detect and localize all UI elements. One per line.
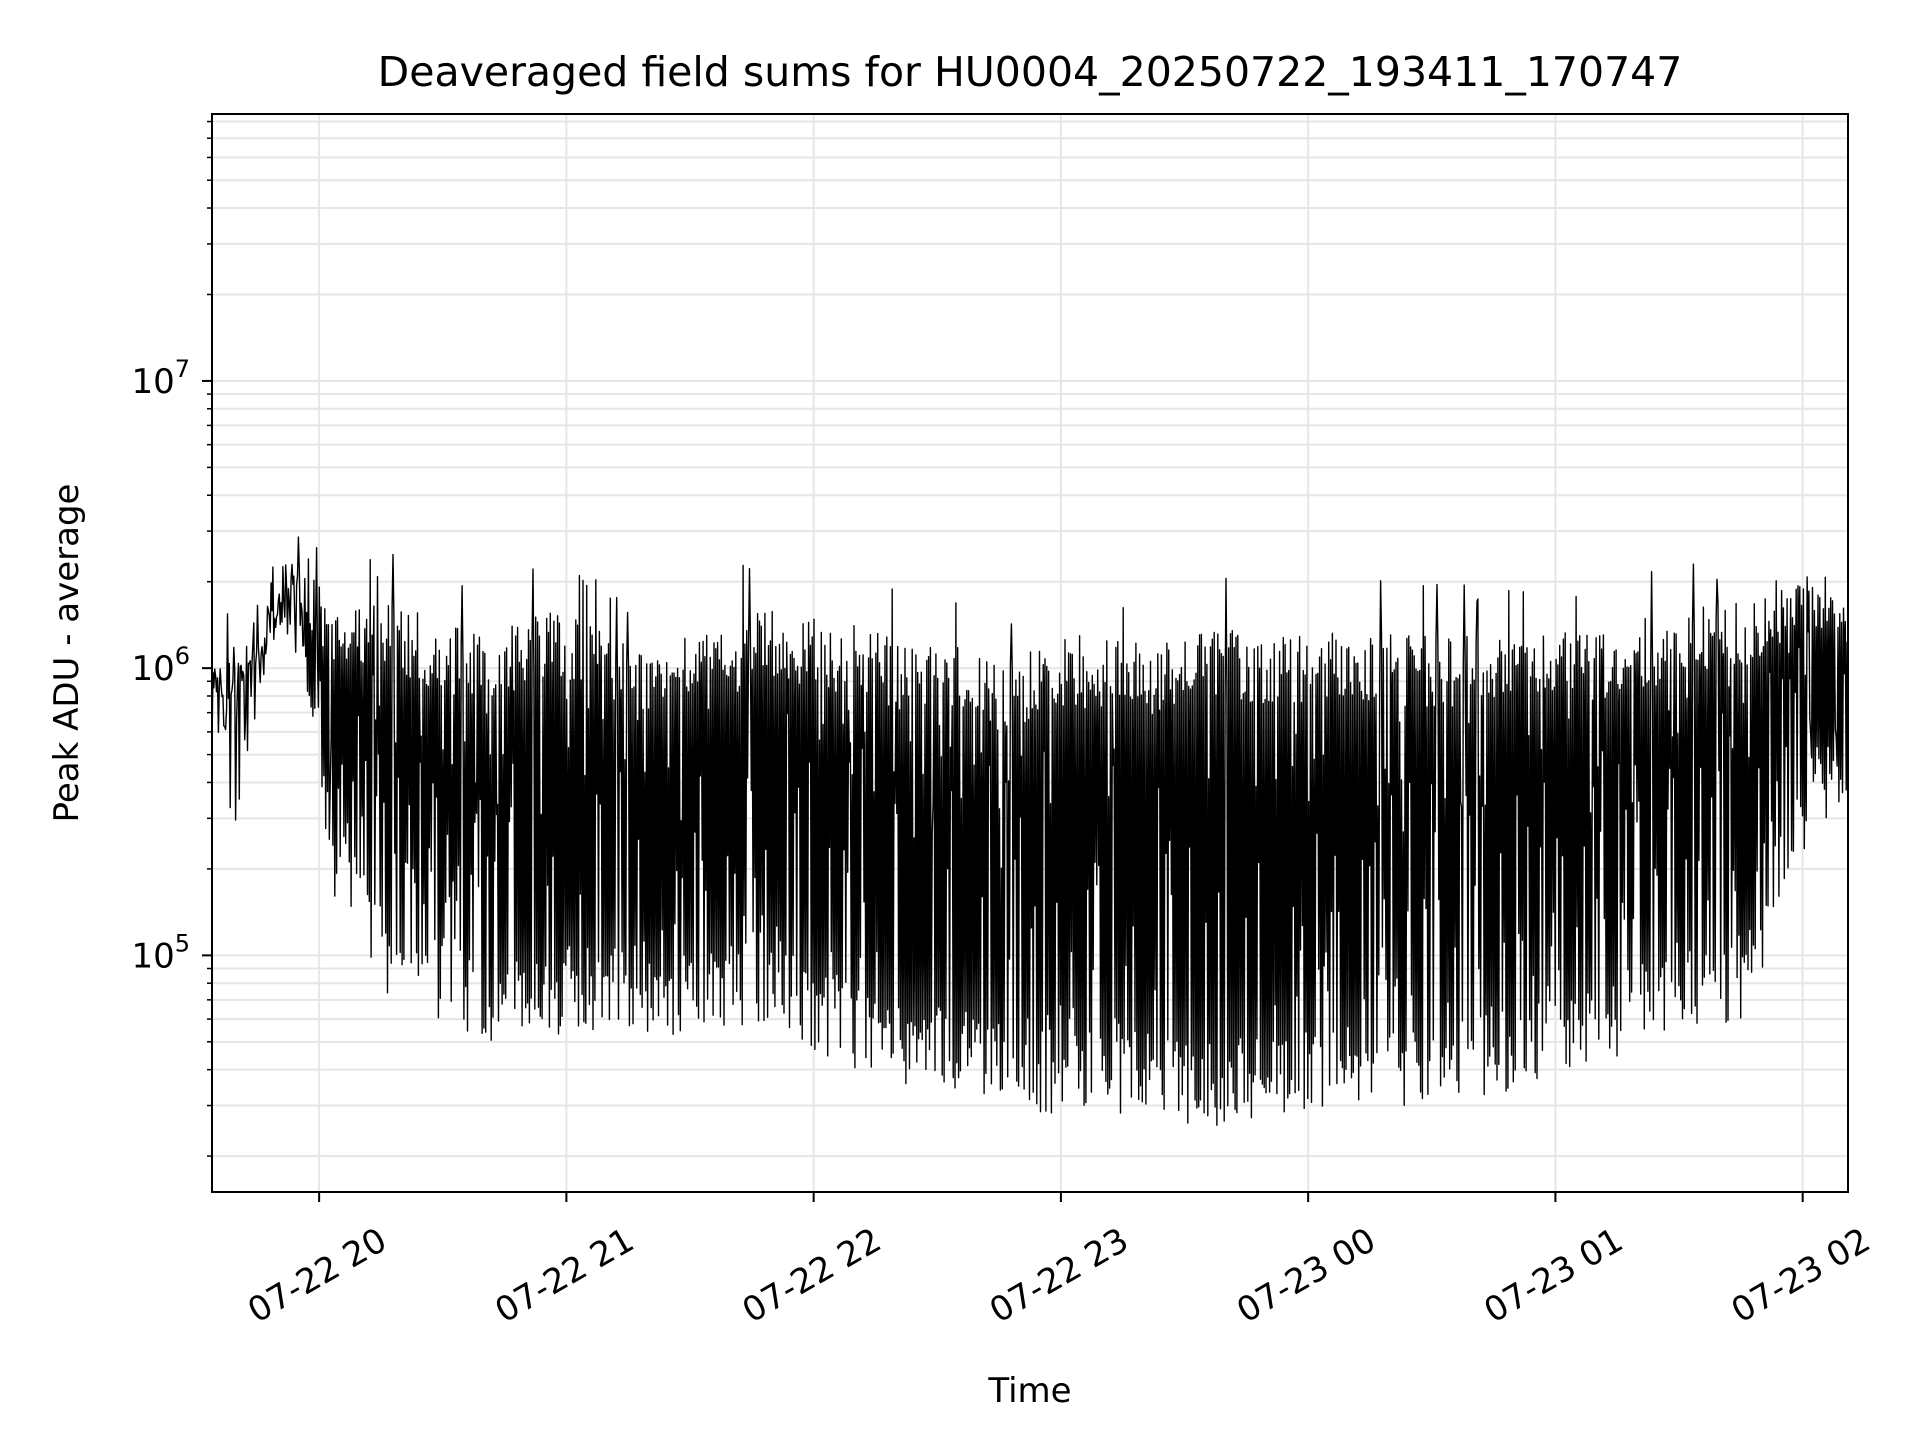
x-tick-label: 07-23 02 — [1725, 1220, 1877, 1331]
x-axis-label: Time — [987, 1371, 1071, 1411]
y-tick-label: 105 — [131, 929, 190, 976]
x-tick-label: 07-23 00 — [1230, 1220, 1382, 1331]
series-line — [211, 536, 1849, 1126]
y-tick-labels: 105 106 107 — [131, 355, 190, 976]
data-series — [211, 536, 1849, 1126]
x-tick-label: 07-22 20 — [241, 1220, 393, 1331]
y-tick-label: 106 — [131, 642, 190, 689]
x-tick-label: 07-22 22 — [736, 1220, 888, 1331]
x-tick-label: 07-22 21 — [489, 1220, 641, 1331]
y-tick-label: 107 — [131, 355, 190, 402]
x-tick-labels: 07-22 20 07-22 21 07-22 22 07-22 23 07-23 00… — [241, 1220, 1877, 1331]
x-tick-label: 07-22 23 — [983, 1220, 1135, 1331]
y-axis-label: Peak ADU - average — [47, 484, 87, 823]
chart-title: Deaveraged field sums for HU0004_2025072… — [378, 48, 1683, 96]
x-tick-label: 07-23 01 — [1478, 1220, 1630, 1331]
plot-frame — [211, 113, 1849, 1193]
